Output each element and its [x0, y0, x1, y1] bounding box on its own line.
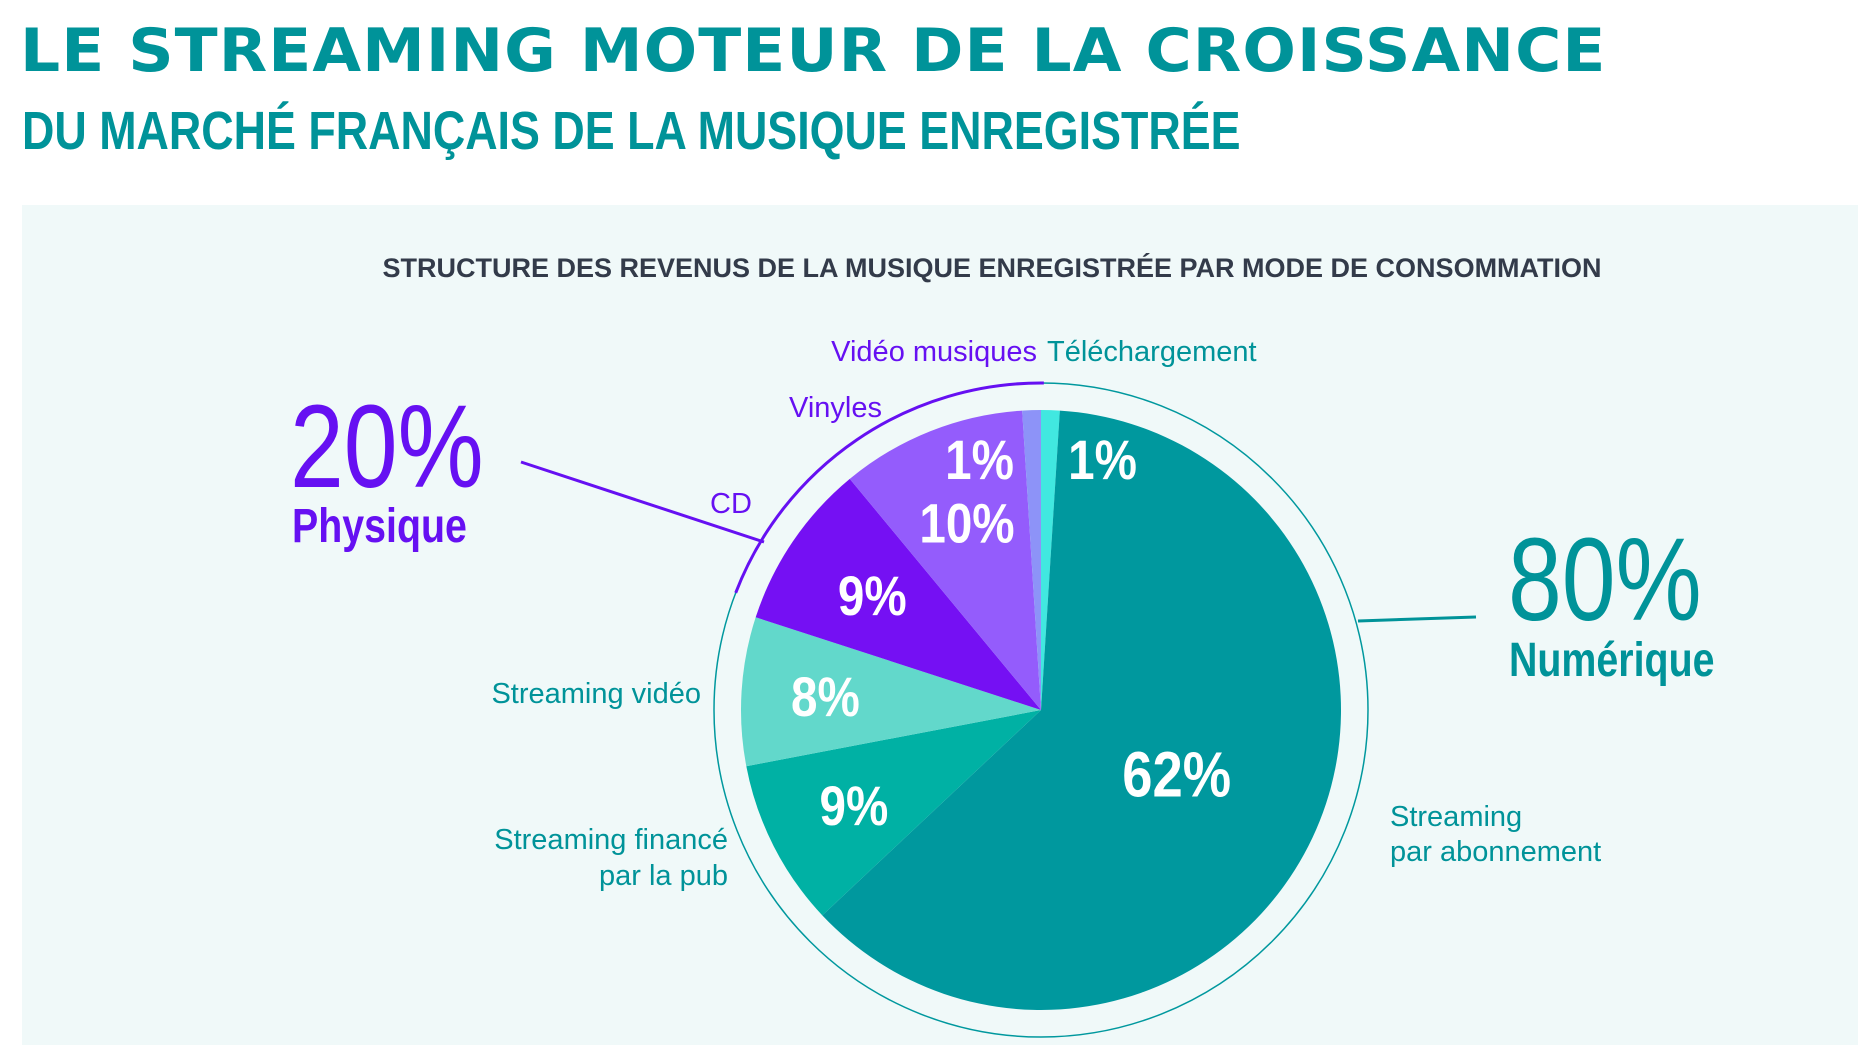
page-subtitle: DU MARCHÉ FRANÇAIS DE LA MUSIQUE ENREGIS…: [22, 101, 1241, 161]
slice-value-label: 9%: [820, 775, 889, 837]
label-vinyles: Vinyles: [789, 392, 882, 424]
physique-percent: 20%: [290, 380, 484, 512]
slice-value-label: 10%: [919, 493, 1014, 555]
label-cd: CD: [710, 488, 752, 520]
chart-title: STRUCTURE DES REVENUS DE LA MUSIQUE ENRE…: [382, 252, 1601, 283]
label-streaming-abo-line2: par abonnement: [1390, 836, 1601, 868]
pie-slice-cd: [755, 478, 1041, 710]
slice-value-label: 8%: [791, 666, 860, 728]
pie-slice-streaming-vid-o: [740, 617, 1041, 767]
pie-slices: [740, 410, 1342, 1010]
label-streaming-pub-line2: par la pub: [599, 860, 728, 892]
slice-value-label: 9%: [838, 565, 907, 627]
slice-value-label: 1%: [945, 429, 1014, 491]
numerique-label: Numérique: [1509, 633, 1715, 687]
page-title: LE STREAMING MOTEUR DE LA CROISSANCE: [20, 16, 1607, 86]
label-telechargement: Téléchargement: [1047, 336, 1257, 368]
slice-value-label: 1%: [1068, 429, 1137, 491]
pie-slice-vid-o-musiques: [1022, 410, 1041, 710]
numerique-leader-line: [1357, 615, 1477, 623]
numerique-percent: 80%: [1508, 513, 1702, 645]
slice-value-labels: 1%62%9%8%9%10%1%: [791, 429, 1231, 837]
physique-label: Physique: [292, 499, 467, 553]
label-streaming-abo-line1: Streaming: [1390, 801, 1522, 833]
label-video-musiques: Vidéo musiques: [831, 336, 1037, 368]
slice-value-label: 62%: [1122, 738, 1231, 810]
pie-slice-t-l-chargement: [1041, 410, 1060, 710]
pie-slice-vinyles: [849, 410, 1041, 710]
physique-leader-line: [520, 460, 765, 544]
label-streaming-pub-line1: Streaming financé: [494, 824, 728, 856]
label-streaming-video: Streaming vidéo: [491, 678, 701, 710]
pie-slice-streaming-financ-par-la-pub: [746, 710, 1041, 916]
pie-slice-streaming-par-abonnement: [822, 410, 1342, 1010]
